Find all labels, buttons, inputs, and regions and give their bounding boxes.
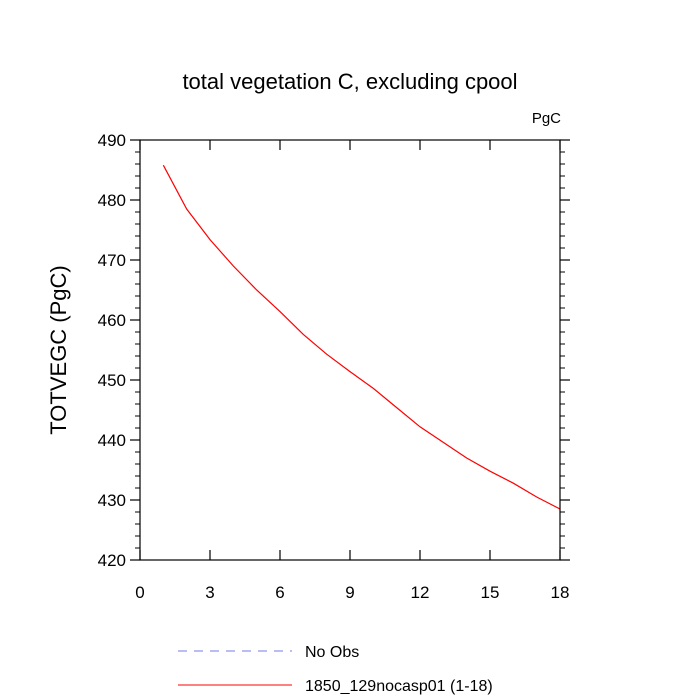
x-tick-label: 12: [411, 583, 430, 602]
x-tick-label: 15: [481, 583, 500, 602]
axis-ticks: 0 3 6 9 12 15 18 420 430 440 450 460 470 480 490: [98, 131, 570, 602]
y-tick-label: 490: [98, 131, 126, 150]
series-layer: [162, 164, 561, 510]
chart-title: total vegetation C, excluding cpool: [182, 69, 517, 94]
x-tick-label: 18: [551, 583, 570, 602]
x-tick-label: 9: [345, 583, 354, 602]
x-tick-label: 3: [205, 583, 214, 602]
x-tick-label: 0: [135, 583, 144, 602]
y-tick-label: 420: [98, 551, 126, 570]
units-label: PgC: [532, 110, 561, 127]
plot-frame: [139, 139, 561, 561]
y-tick-label: 460: [98, 311, 126, 330]
x-tick-label: 6: [275, 583, 284, 602]
y-tick-label: 440: [98, 431, 126, 450]
y-tick-label: 480: [98, 191, 126, 210]
legend-label: 1850_129nocasp01 (1-18): [305, 678, 493, 695]
series-line: [162, 164, 561, 510]
y-tick-label: 470: [98, 251, 126, 270]
legend: No Obs 1850_129nocasp01 (1-18): [178, 644, 493, 695]
y-axis-label: TOTVEGC (PgC): [46, 265, 71, 435]
y-tick-label: 450: [98, 371, 126, 390]
y-tick-label: 430: [98, 491, 126, 510]
legend-label: No Obs: [305, 644, 359, 661]
